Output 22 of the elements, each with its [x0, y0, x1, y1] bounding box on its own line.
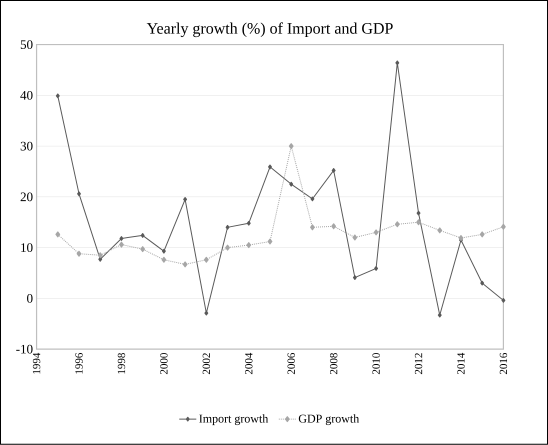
y-tick-label: 10 [21, 243, 33, 252]
y-tick-label: 0 [27, 294, 33, 303]
y-tick-label: 40 [20, 91, 33, 100]
x-tick-label: 1998 [118, 353, 126, 374]
y-tick-label: 30 [20, 142, 33, 151]
x-tick-label: 2006 [288, 353, 295, 374]
x-tick-label: 2014 [457, 352, 465, 374]
x-tick-label: 2008 [330, 353, 338, 374]
x-tick-label: 2016 [500, 353, 508, 374]
chart-title: Yearly growth (%) of Import and GDP [146, 22, 393, 38]
x-tick-label: 2012 [414, 353, 422, 374]
y-tick-label: 20 [20, 192, 33, 202]
y-tick-label: -10 [16, 344, 33, 354]
x-tick-label: 2000 [160, 353, 168, 374]
x-tick-label: 2004 [245, 352, 252, 374]
x-tick-label: 1996 [75, 353, 83, 374]
x-tick-label: 2010 [372, 353, 380, 374]
legend-label: GDP growth [298, 414, 360, 426]
y-tick-label: 50 [20, 40, 33, 50]
x-tick-label: 2002 [202, 353, 210, 374]
x-tick-label: 1994 [32, 352, 40, 374]
legend-label: Import growth [199, 414, 268, 426]
